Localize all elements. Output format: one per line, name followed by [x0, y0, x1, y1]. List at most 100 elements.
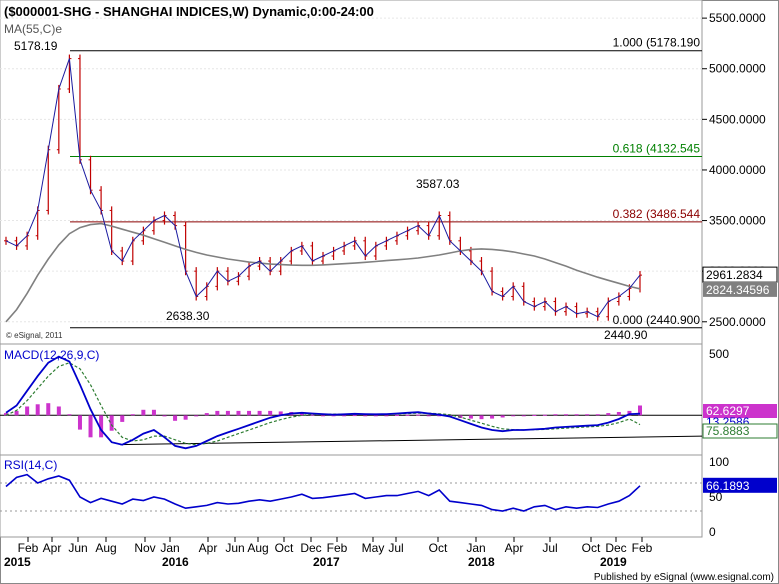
x-axis-month-label: Oct — [275, 541, 294, 555]
x-axis-month-label: Aug — [95, 541, 116, 555]
macd-series — [0, 355, 703, 450]
macd-histogram-bar — [437, 415, 442, 417]
macd-histogram-bar — [268, 410, 273, 416]
rsi-value-label: 66.1893 — [706, 479, 750, 493]
price-tick-label: 3500.0000 — [709, 214, 766, 228]
macd-histogram-bar — [373, 415, 378, 417]
macd-signal-label: 75.8883 — [706, 424, 750, 438]
rsi-tick-label: 0 — [709, 525, 716, 539]
price-tick-label: 5500.0000 — [709, 11, 766, 25]
macd-histogram-bar — [109, 415, 114, 431]
price-series — [4, 54, 642, 323]
macd-legend: MACD(12,26,9,C) — [4, 348, 99, 362]
macd-signal-box — [702, 423, 778, 439]
macd-histogram-bar — [25, 406, 30, 416]
macd-histogram-bar — [574, 414, 579, 416]
x-axis-month-label: Aug — [247, 541, 268, 555]
x-axis-month-label: Feb — [18, 541, 39, 555]
macd-histogram-bar — [638, 405, 642, 416]
x-axis-year-label: 2019 — [600, 555, 627, 569]
x-axis-month-label: Feb — [327, 541, 348, 555]
x-axis-year-label: 2016 — [162, 555, 189, 569]
macd-histogram-bar — [130, 414, 135, 416]
macd-line — [5, 355, 641, 450]
macd-histogram-bar — [416, 414, 421, 416]
price-annotation: 3587.03 — [416, 177, 460, 191]
price-tick-label: 5000.0000 — [709, 62, 766, 76]
price-annotations: 5178.19 3587.03 2638.30 2440.90 — [14, 39, 648, 342]
macd-histogram-bar — [204, 413, 209, 416]
fib-level-label: 0.000 (2440.900 — [613, 313, 701, 327]
rsi-value-box — [703, 477, 777, 493]
ma-line — [5, 222, 641, 323]
macd-hist-label: 62.6297 — [706, 404, 750, 418]
x-axis-month-label: Nov — [134, 541, 155, 555]
x-axis-year-label: 2017 — [313, 555, 340, 569]
macd-histogram-bar — [173, 415, 178, 421]
rsi-series — [0, 473, 702, 512]
macd-histogram-bar — [162, 415, 167, 417]
rsi-line — [5, 473, 641, 512]
price-annotation: 5178.19 — [14, 39, 58, 53]
rsi-legend: RSI(14,C) — [4, 458, 57, 472]
price-tick-label: 2500.0000 — [709, 315, 766, 329]
fib-level-label: 0.382 (3486.544 — [613, 207, 701, 221]
macd-histogram-bar — [342, 415, 347, 417]
macd-histogram-bar — [532, 414, 537, 416]
price-panel — [0, 0, 703, 345]
macd-histogram-bar — [257, 410, 262, 416]
price-gridlines — [0, 17, 702, 323]
x-axis-month-label: Jul — [388, 541, 403, 555]
macd-histogram-bar — [511, 415, 516, 417]
macd-hist-box — [703, 404, 777, 418]
macd-trendline — [119, 435, 703, 446]
macd-histogram-bar — [542, 414, 547, 416]
macd-histogram-bar — [616, 411, 621, 416]
x-axis-month-label: Apr — [199, 541, 218, 555]
macd-histogram-bar — [194, 415, 199, 417]
macd-histogram-bar — [490, 415, 495, 419]
ma-value-label: 2824.34596 — [706, 283, 770, 297]
macd-histogram-bar — [553, 414, 558, 416]
x-axis-month-label: Jan — [160, 541, 179, 555]
x-axis-month-label: Feb — [632, 541, 653, 555]
macd-histogram-bar — [299, 413, 304, 416]
price-annotation: 2638.30 — [166, 309, 210, 323]
ma-legend: MA(55,C)e — [4, 22, 62, 36]
macd-histogram-bar — [331, 415, 336, 417]
macd-tick-label: 500 — [709, 347, 729, 361]
macd-histogram-bar — [215, 410, 220, 416]
macd-histogram-bar — [88, 415, 93, 438]
macd-histogram-bar — [183, 415, 188, 420]
macd-histogram-bar — [278, 411, 283, 416]
macd-histogram-bar — [627, 410, 632, 416]
fib-level-label: 0.618 (4132.545 — [613, 142, 701, 156]
x-axis-month-label: Jul — [542, 541, 557, 555]
macd-histogram-bar — [77, 415, 82, 430]
macd-histogram-bar — [595, 414, 600, 416]
macd-histogram-bar — [56, 406, 61, 416]
macd-histogram-bar — [321, 415, 325, 417]
price-tick-label: 4000.0000 — [709, 163, 766, 177]
price-tick-label: 4500.0000 — [709, 112, 766, 126]
macd-histogram-bar — [564, 414, 569, 416]
rsi-tick-label: 100 — [709, 455, 729, 469]
x-axis-month-label: Dec — [605, 541, 626, 555]
footer-text: Published by eSignal (www.esignal.com) — [594, 572, 774, 583]
x-axis-month-label: Oct — [582, 541, 601, 555]
macd-histogram-bar — [606, 413, 611, 416]
x-axis-month-label: Apr — [505, 541, 524, 555]
x-axis-labels: Feb Apr Jun Aug Nov Jan Apr Jun Aug Oct Dec Feb May J… — [4, 537, 653, 569]
macd-signal-line — [5, 362, 641, 446]
fibonacci-levels: 1.000 (5178.190 0.618 (4132.545 0.382 (348… — [70, 36, 702, 329]
macd-histogram-bar — [521, 415, 526, 417]
ma-value-box — [703, 281, 777, 297]
macd-histogram-bar — [67, 414, 72, 416]
macd-histogram-bar — [405, 414, 410, 416]
macd-histogram-bar — [310, 414, 315, 416]
macd-histogram-bar — [236, 410, 241, 416]
x-axis-month-label: Apr — [43, 541, 62, 555]
macd-histogram-bar — [4, 413, 8, 416]
x-axis-month-label: Oct — [429, 541, 448, 555]
